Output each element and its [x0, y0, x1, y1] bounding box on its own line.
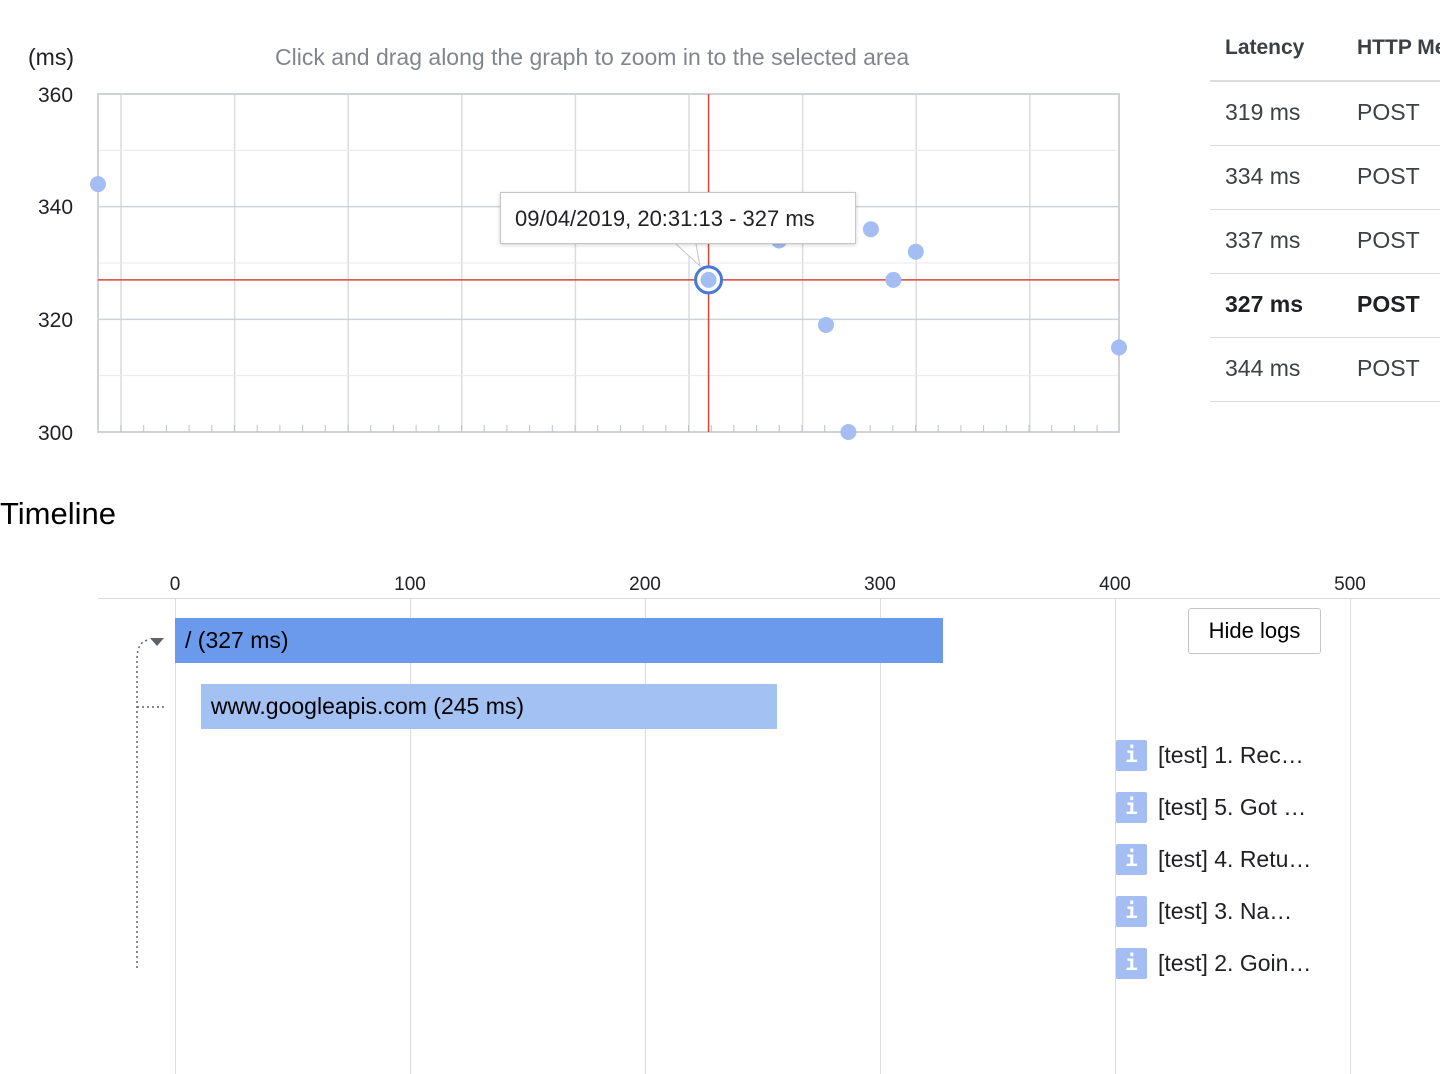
latency-cell: 337 ms — [1225, 227, 1301, 253]
timeline-tick-label: 0 — [169, 574, 181, 595]
tooltip-pointer — [675, 243, 701, 268]
table-row[interactable]: 334 ms POST — [1210, 145, 1440, 210]
span-bar-googleapis[interactable]: www.googleapis.com (245 ms) — [200, 684, 777, 729]
latency-cell: 344 ms — [1225, 355, 1301, 381]
scatter-point[interactable] — [90, 176, 106, 193]
latency-scatter-chart[interactable]: (ms) Click and drag along the graph to z… — [0, 0, 1180, 470]
timeline-tick-label: 400 — [1099, 574, 1131, 595]
log-entry-text: [test] 2. Goin… — [1158, 950, 1312, 976]
timeline-tick-label: 300 — [864, 574, 896, 595]
log-entry-text: [test] 3. Na… — [1158, 898, 1293, 924]
timeline-gridline — [175, 598, 176, 1074]
log-entry-text: [test] 5. Got … — [1158, 794, 1307, 820]
http-method-cell: POST — [1357, 99, 1420, 125]
y-tick-label: 320 — [38, 309, 74, 332]
zoom-hint: Click and drag along the graph to zoom i… — [275, 44, 910, 70]
span-bar-root[interactable]: / (327 ms) — [175, 618, 944, 663]
y-tick-label: 300 — [38, 422, 74, 445]
point-tooltip: 09/04/2019, 20:31:13 - 327 ms — [500, 192, 856, 244]
table-row[interactable]: 319 ms POST — [1210, 81, 1440, 146]
info-icon: i — [1116, 948, 1147, 979]
timeline-axis-line — [98, 598, 1440, 599]
log-entry-text: [test] 4. Retu… — [1158, 846, 1312, 872]
scatter-point[interactable] — [862, 221, 879, 238]
y-tick-label: 340 — [38, 196, 74, 219]
timeline-chart: 0 100 200 300 400 500 / (327 ms) www.goo… — [0, 560, 1440, 1074]
timeline-gridline — [1115, 598, 1116, 1074]
y-tick-label: 360 — [38, 84, 74, 107]
table-row[interactable]: 344 ms POST — [1210, 337, 1440, 402]
scatter-point[interactable] — [1111, 339, 1127, 356]
table-header-divider — [1210, 80, 1440, 82]
latency-cell: 319 ms — [1225, 99, 1301, 125]
timeline-gridline — [645, 598, 646, 1074]
scatter-plot-frame — [97, 93, 1120, 433]
chevron-down-icon[interactable] — [150, 636, 166, 648]
latency-cell: 334 ms — [1225, 163, 1301, 189]
http-method-cell: POST — [1357, 291, 1420, 317]
timeline-gridline — [1350, 598, 1351, 1074]
timeline-gridline — [880, 598, 881, 1074]
table-row-selected[interactable]: 327 ms POST — [1210, 273, 1440, 338]
timeline-tick-label: 100 — [394, 574, 426, 595]
info-icon: i — [1116, 740, 1147, 771]
column-header-latency[interactable]: Latency — [1225, 36, 1305, 59]
scatter-point[interactable] — [885, 271, 902, 288]
column-header-http-method[interactable]: HTTP Method — [1357, 36, 1440, 59]
http-method-cell: POST — [1357, 355, 1420, 381]
scatter-point-selected[interactable] — [700, 271, 717, 288]
info-icon: i — [1116, 844, 1147, 875]
table-row[interactable]: 337 ms POST — [1210, 209, 1440, 274]
log-entry-text: [test] 1. Rec… — [1158, 742, 1304, 768]
timeline-title: Timeline — [0, 496, 116, 531]
timeline-tick-label: 200 — [629, 574, 661, 595]
latency-cell: 327 ms — [1225, 291, 1304, 317]
timeline-tick-label: 500 — [1334, 574, 1366, 595]
info-icon: i — [1116, 792, 1147, 823]
scatter-point[interactable] — [817, 316, 834, 333]
scatter-point[interactable] — [840, 424, 857, 440]
span-tree-connector — [136, 639, 164, 968]
hide-logs-button[interactable]: Hide logs — [1188, 608, 1321, 654]
http-method-cell: POST — [1357, 163, 1420, 189]
info-icon: i — [1116, 896, 1147, 927]
y-axis-unit-label: (ms) — [28, 44, 74, 70]
timeline-gridline — [410, 598, 411, 1074]
scatter-point[interactable] — [907, 243, 924, 260]
http-method-cell: POST — [1357, 227, 1420, 253]
